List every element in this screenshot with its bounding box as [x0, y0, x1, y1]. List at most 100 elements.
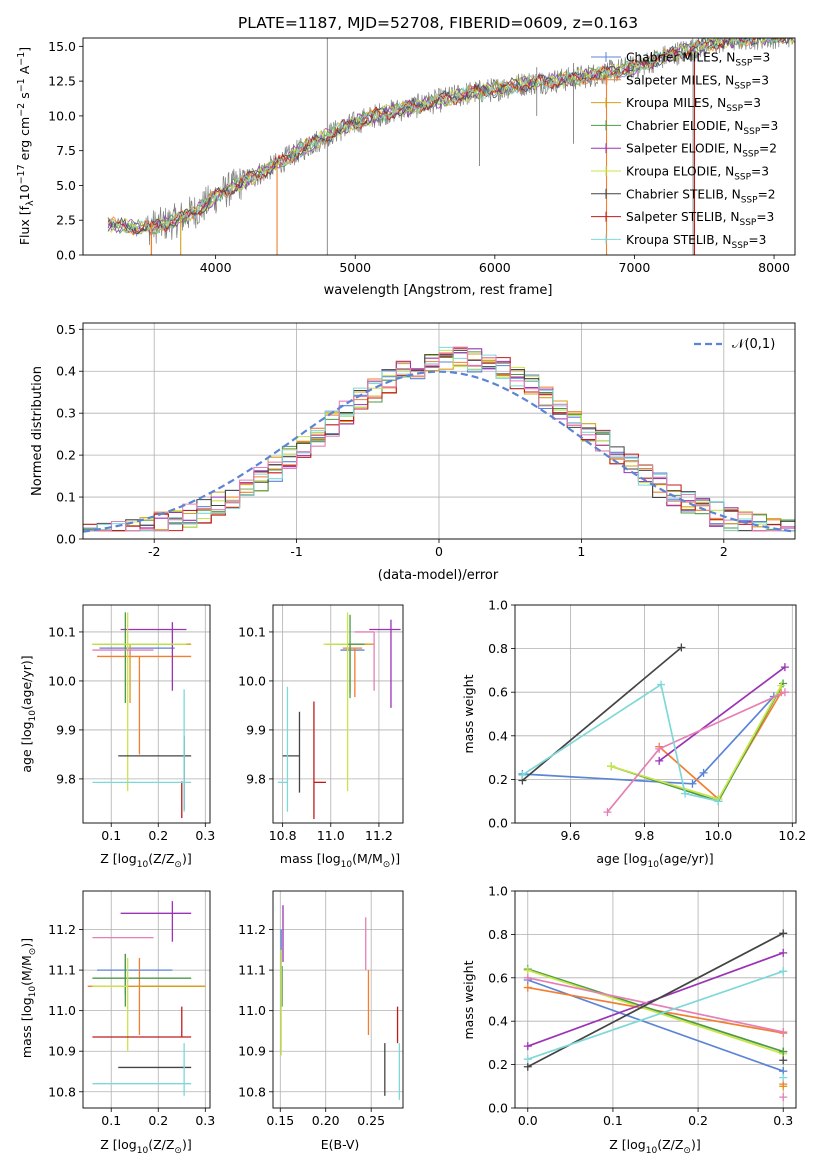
chart-age-vs-mass: 10.8 11.0 11.2 9.8 9.9 10.0 10.1 mass [log10(M/…	[238, 604, 404, 870]
mass-weight-marker	[523, 966, 532, 975]
plot-area	[518, 643, 789, 817]
mass-weight-line	[527, 976, 784, 1033]
x-tick-label: 0.2	[688, 1113, 708, 1128]
y-tick-label: 0.2	[56, 448, 76, 463]
mass-weight-marker	[780, 688, 789, 697]
y-tick-label: 12.5	[48, 74, 76, 89]
x-axis-label: wavelength [Angstrom, rest frame]	[324, 283, 553, 298]
y-tick-label: 0.8	[488, 927, 508, 942]
y-tick-label: 9.8	[246, 771, 266, 786]
axes-frame	[82, 890, 211, 1109]
mass-weight-marker	[655, 756, 664, 765]
mass-weight-line	[521, 683, 719, 803]
plot-layer: 4000 5000 6000 7000 80000.02.55.07.510.012.5…	[16, 37, 806, 1156]
mass-weight-line	[527, 970, 784, 1061]
x-tick-label: 0.3	[773, 1113, 793, 1128]
chart-mass-vs-ebv: 0.15 0.20 0.25 10.8 10.9 11.0 11.1 11.2 E(B-V)	[238, 890, 404, 1152]
x-tick-label: 0.2	[148, 1113, 168, 1128]
y-tick-label: 0.5	[56, 322, 76, 337]
mass-weight-marker	[523, 1042, 532, 1051]
chart-massweight-vs-Z: 0.0 0.1 0.2 0.3 0.0 0.2 0.4 0.6 0.8 1.0 Z [log10(Z…	[461, 884, 797, 1156]
x-axis-label: Z [log10(Z/Z⊙)]	[100, 851, 191, 870]
y-tick-label: 10.0	[48, 673, 76, 688]
y-tick-label: 11.2	[48, 922, 76, 937]
y-axis-label: Flux [fλ10−17 erg cm−2 s−1 A−1]	[16, 47, 36, 245]
y-tick-label: 11.1	[238, 963, 266, 978]
y-tick-label: 0.2	[488, 772, 508, 787]
axes-frame	[514, 604, 797, 824]
plot-area	[87, 901, 206, 1096]
y-tick-label: 0.2	[488, 1057, 508, 1072]
model-line	[107, 38, 786, 234]
x-tick-label: 4000	[200, 260, 232, 275]
x-tick-label: -2	[148, 544, 160, 559]
mass-weight-marker	[777, 681, 786, 690]
y-tick-label: 7.5	[56, 143, 76, 158]
mass-weight-line	[522, 696, 775, 785]
spectrum-data-line	[107, 38, 794, 246]
legend-label: Chabrier STELIB, NSSP=2	[626, 187, 776, 205]
mass-weight-marker	[681, 789, 690, 798]
x-tick-label: 1	[577, 544, 585, 559]
x-tick-label: 0.3	[195, 1113, 215, 1128]
plot-area	[277, 612, 401, 820]
x-tick-label: 0.15	[266, 1113, 294, 1128]
mass-weight-marker	[779, 1028, 788, 1037]
y-tick-label: 9.9	[56, 722, 76, 737]
x-tick-label: 0.1	[101, 828, 121, 843]
x-tick-label: 9.6	[561, 828, 581, 843]
mass-weight-marker	[655, 744, 664, 753]
mass-weight-marker	[779, 1047, 788, 1056]
mass-weight-marker	[779, 1073, 788, 1082]
x-tick-label: 0.3	[195, 828, 215, 843]
axes-frame	[514, 890, 797, 1109]
axes-frame	[272, 890, 404, 1109]
y-tick-label: 15.0	[48, 39, 76, 54]
y-tick-label: 10.0	[48, 108, 76, 123]
x-tick-label: 6000	[479, 260, 511, 275]
y-tick-label: 10.8	[48, 1084, 76, 1099]
legend-normal-label: 𝒩(0,1)	[732, 337, 775, 352]
x-tick-label: 0	[435, 544, 443, 559]
legend-label: Kroupa MILES, NSSP=3	[626, 96, 761, 114]
x-axis-label: Z [log10(Z/Z⊙)]	[100, 1137, 191, 1156]
y-tick-label: 0.0	[488, 816, 508, 831]
mass-weight-line	[658, 666, 786, 762]
y-tick-label: 11.1	[48, 963, 76, 978]
x-tick-label: 10.2	[778, 828, 806, 843]
chart-spectrum: 4000 5000 6000 7000 8000 0.0 2.5 5.0 7.5 10.0 12.5…	[16, 37, 796, 298]
mass-weight-marker	[779, 1093, 788, 1102]
x-tick-label: 5000	[339, 260, 371, 275]
mass-weight-marker	[780, 663, 789, 672]
x-tick-label: 8000	[758, 260, 790, 275]
mass-weight-marker	[523, 1055, 532, 1064]
model-line	[107, 38, 795, 234]
legend-label: Salpeter MILES, NSSP=3	[626, 73, 769, 91]
x-tick-label: 7000	[619, 260, 651, 275]
y-tick-label: 1.0	[488, 884, 508, 899]
x-tick-label: 0.2	[148, 828, 168, 843]
x-tick-label: 11.2	[365, 828, 393, 843]
mass-weight-marker	[714, 797, 723, 806]
model-line	[107, 38, 787, 235]
mass-weight-marker	[523, 973, 532, 982]
axes-frame	[82, 322, 796, 540]
y-tick-label: 0.3	[56, 406, 76, 421]
mass-weight-marker	[779, 967, 788, 976]
legend-label: Salpeter ELODIE, NSSP=2	[626, 142, 777, 160]
mass-weight-marker	[688, 779, 697, 788]
y-tick-label: 11.0	[48, 1003, 76, 1018]
mass-weight-marker	[779, 948, 788, 957]
mass-weight-line	[610, 685, 782, 801]
y-tick-label: 0.4	[488, 1014, 508, 1029]
x-tick-label: 0.20	[312, 1113, 340, 1128]
y-tick-label: 0.0	[56, 248, 76, 263]
x-tick-label: 9.8	[634, 828, 654, 843]
mass-weight-marker	[518, 771, 527, 780]
axes-frame	[82, 37, 796, 256]
chart-mass-vs-Z: 0.1 0.2 0.3 10.8 10.9 11.0 11.1 11.2 Z [log10(Z/…	[19, 890, 215, 1156]
y-axis-label: mass [log10(M/M⊙)]	[19, 938, 38, 1058]
x-axis-label: mass [log10(M/M⊙)]	[280, 851, 400, 870]
y-tick-label: 11.2	[238, 922, 266, 937]
